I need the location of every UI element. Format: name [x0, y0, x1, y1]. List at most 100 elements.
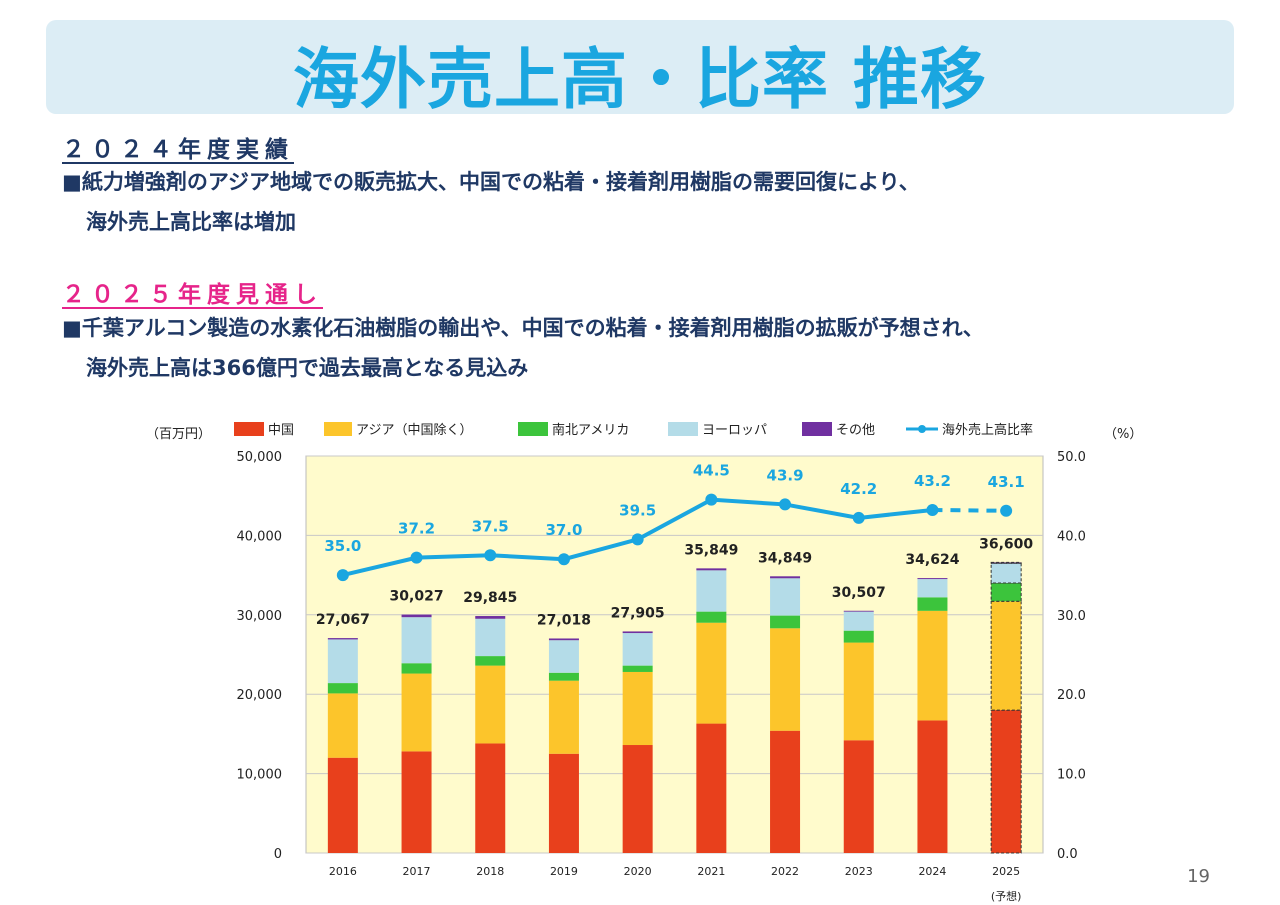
bar-segment	[843, 642, 874, 741]
ratio-point	[926, 503, 939, 516]
legend-swatch	[668, 422, 698, 436]
bar-segment	[990, 600, 1022, 711]
total-value-label: 30,507	[832, 585, 886, 601]
bar-segment	[475, 618, 506, 657]
bar-segment	[475, 616, 506, 619]
bar-segment	[696, 568, 727, 571]
right-tick-label: 30.0	[1057, 609, 1086, 624]
legend-swatch	[324, 422, 352, 436]
forecast-note: (予想)	[991, 889, 1022, 903]
bar-segment	[770, 576, 801, 579]
right-axis-unit: （%）	[1104, 427, 1142, 442]
total-value-label: 29,845	[463, 590, 517, 606]
ratio-point	[631, 533, 644, 546]
ratio-point	[852, 511, 865, 524]
ratio-point	[705, 493, 718, 506]
title-banner: 海外売上高・比率 推移	[46, 20, 1234, 118]
bullet-square-icon: ■	[62, 170, 82, 194]
total-value-label: 27,067	[316, 612, 370, 628]
ratio-value-label: 44.5	[693, 462, 730, 480]
legend-swatch	[802, 422, 832, 436]
ratio-line-forecast	[932, 507, 1007, 513]
bar-segment	[990, 709, 1022, 854]
legend-label: 海外売上高比率	[942, 422, 1033, 438]
bar-segment	[917, 720, 948, 853]
legend-marker	[918, 425, 926, 433]
ratio-point	[484, 549, 497, 562]
ratio-value-label: 43.9	[767, 466, 804, 484]
x-tick-label: 2025	[992, 865, 1020, 878]
ratio-point	[779, 498, 792, 511]
bar-segment	[401, 617, 432, 664]
ratio-value-label: 37.2	[398, 520, 435, 538]
x-tick-label: 2022	[771, 865, 799, 878]
bar-segment	[696, 723, 727, 853]
right-tick-label: 40.0	[1057, 529, 1086, 544]
bar-segment	[770, 615, 801, 629]
x-tick-label: 2016	[329, 865, 357, 878]
legend-label: その他	[836, 423, 875, 438]
bar-segment	[770, 578, 801, 616]
right-tick-label: 10.0	[1057, 768, 1086, 783]
legend-label: 中国	[268, 423, 294, 438]
total-value-label: 30,027	[390, 589, 444, 605]
bar-segment	[327, 757, 358, 853]
x-tick-label: 2019	[550, 865, 578, 878]
ratio-value-label: 43.2	[914, 472, 951, 490]
section-2024-heading: ２０２４年度実績	[62, 137, 294, 163]
ratio-value-label: 37.5	[472, 517, 509, 535]
total-value-label: 27,905	[611, 605, 665, 621]
bar-segment	[622, 633, 653, 666]
bullet-square-icon: ■	[62, 316, 82, 340]
bar-segment	[990, 562, 1022, 584]
bar-segment	[917, 578, 948, 580]
chart-legend: 中国 アジア（中国除く） 南北アメリカ ヨーロッパ その他 海外売上高比率	[234, 422, 1033, 438]
stacked-bars	[327, 561, 1022, 854]
bar-segment	[548, 672, 579, 681]
ratio-value-label: 37.0	[545, 521, 582, 539]
total-value-label: 27,018	[537, 612, 591, 628]
data-labels: 27,067 30,027 29,845 27,018 27,905 35,849 34,8…	[316, 462, 1034, 629]
bar-segment	[770, 628, 801, 731]
ratio-value-label: 39.5	[619, 501, 656, 519]
ratio-point	[557, 553, 570, 566]
bar-segment	[401, 663, 432, 674]
bar-segment	[548, 753, 579, 853]
right-tick-label: 20.0	[1057, 688, 1086, 703]
total-value-label: 34,849	[758, 550, 812, 566]
left-tick-label: 30,000	[237, 609, 283, 624]
ratio-value-label: 35.0	[324, 537, 361, 555]
bar-segment	[327, 638, 358, 640]
ratio-point	[336, 569, 349, 582]
bar-segment	[475, 665, 506, 744]
bar-segment	[548, 640, 579, 673]
bar-segment	[475, 743, 506, 853]
bar-segment	[622, 671, 653, 746]
x-tick-label: 2021	[697, 865, 725, 878]
page-title: 海外売上高・比率 推移	[293, 41, 987, 118]
bar-segment	[990, 561, 1022, 564]
section-2024-line1: 紙力増強剤のアジア地域での販売拡大、中国での粘着・接着剤用樹脂の需要回復により、	[81, 170, 920, 194]
bar-segment	[475, 656, 506, 666]
legend-label: アジア（中国除く）	[356, 423, 472, 438]
total-value-label: 34,624	[905, 552, 959, 568]
x-tick-label: 2020	[624, 865, 652, 878]
x-tick-label: 2023	[845, 865, 873, 878]
section-2025-heading: ２０２５年度見通し	[62, 282, 323, 308]
left-axis-unit: （百万円）	[146, 427, 211, 442]
legend-label: ヨーロッパ	[702, 423, 767, 438]
x-tick-label: 2024	[918, 865, 946, 878]
legend-label: 南北アメリカ	[552, 422, 629, 438]
ratio-value-label: 43.1	[988, 473, 1025, 491]
bar-segment	[327, 683, 358, 694]
total-value-label: 35,849	[684, 542, 738, 558]
legend-swatch	[234, 422, 264, 436]
bar-segment	[917, 597, 948, 611]
total-value-label: 36,600	[979, 536, 1033, 552]
bar-segment	[843, 611, 874, 631]
bar-segment	[548, 680, 579, 754]
ratio-value-label: 42.2	[840, 480, 877, 498]
bar-segment	[327, 693, 358, 758]
right-tick-label: 50.0	[1057, 450, 1086, 465]
